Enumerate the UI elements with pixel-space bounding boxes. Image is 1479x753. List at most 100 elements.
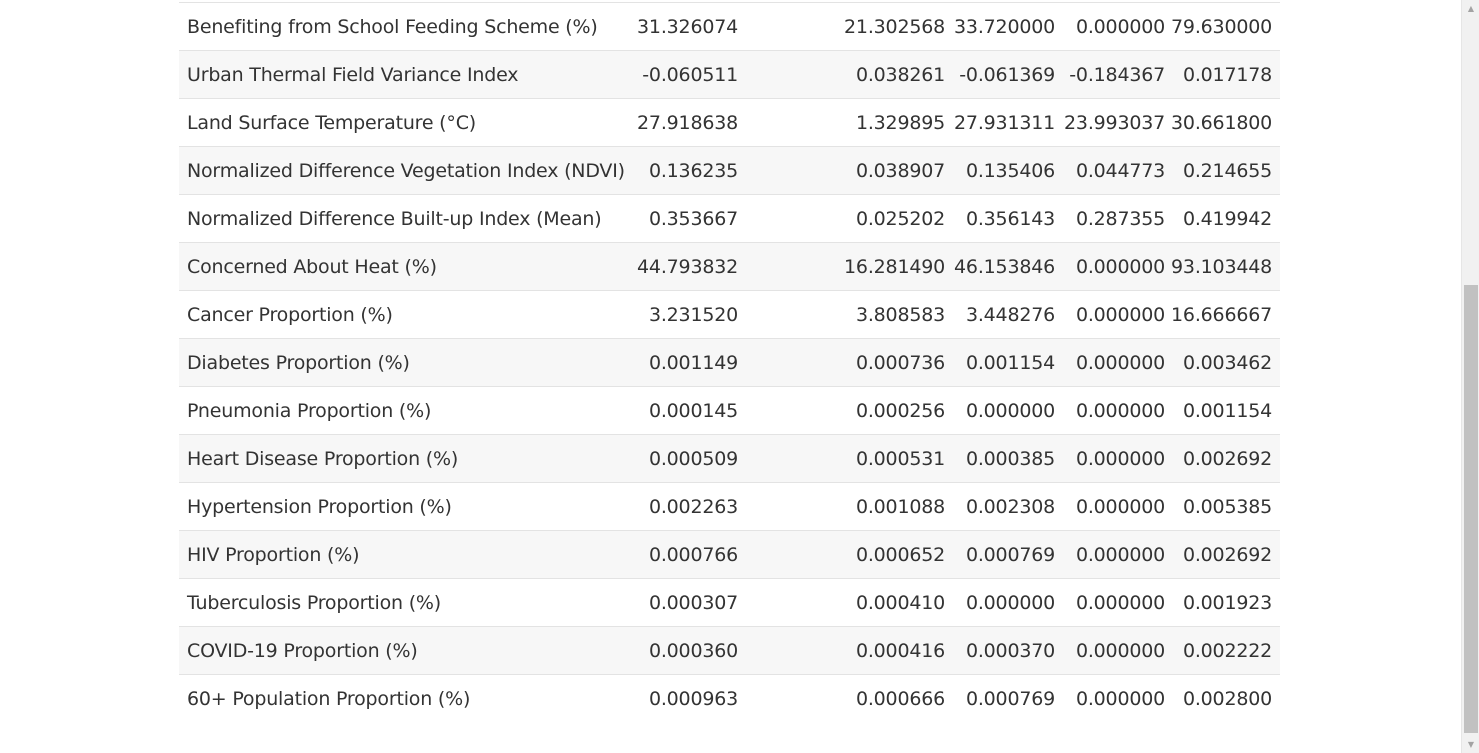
cell-spacer: [738, 243, 839, 291]
cell-max: 0.001923: [1182, 591, 1272, 614]
cell-median: 0.002308: [965, 495, 1055, 518]
table-row: Diabetes Proportion (%) 0.001149 0.000736 0…: [179, 338, 1280, 387]
cell-min: 0.000000: [1075, 495, 1165, 518]
cell-std: 1.329895: [855, 111, 945, 134]
row-label: Urban Thermal Field Variance Index: [187, 63, 519, 86]
cell-spacer: [738, 387, 839, 435]
table-row: Normalized Difference Vegetation Index (…: [179, 146, 1280, 195]
row-label: Heart Disease Proportion (%): [187, 447, 459, 470]
cell-max: 0.214655: [1182, 159, 1272, 182]
cell-mean: 0.000307: [648, 591, 738, 614]
table-row: Urban Thermal Field Variance Index -0.060…: [179, 50, 1280, 99]
vertical-scrollbar[interactable]: ▲ ▼: [1461, 0, 1479, 753]
cell-median: 0.000769: [965, 687, 1055, 710]
cell-min: 0.287355: [1075, 207, 1165, 230]
cell-std: 21.302568: [844, 15, 945, 38]
cell-spacer: [738, 627, 839, 675]
cell-min: 0.000000: [1075, 351, 1165, 374]
table-row: 60+ Population Proportion (%) 0.000963 0.0…: [179, 674, 1280, 723]
cell-min: 0.000000: [1075, 543, 1165, 566]
cell-max: 0.005385: [1182, 495, 1272, 518]
cell-median: 0.000000: [965, 399, 1055, 422]
cell-max: 0.002222: [1182, 639, 1272, 662]
table-row: Land Surface Temperature (°C) 27.918638 1.…: [179, 98, 1280, 147]
table-row: Concerned About Heat (%) 44.793832 16.2814…: [179, 242, 1280, 291]
cell-min: 0.000000: [1075, 399, 1165, 422]
cell-spacer: [738, 195, 839, 243]
cell-std: 0.025202: [855, 207, 945, 230]
table-body: Benefiting from School Feeding Scheme (%…: [179, 2, 1280, 723]
cell-mean: 3.231520: [648, 303, 738, 326]
row-label: Normalized Difference Vegetation Index (…: [187, 159, 625, 182]
cell-median: 0.356143: [965, 207, 1055, 230]
cell-max: 0.419942: [1182, 207, 1272, 230]
cell-mean: 0.000963: [648, 687, 738, 710]
cell-std: 0.000256: [855, 399, 945, 422]
scrollbar-thumb[interactable]: [1464, 285, 1478, 733]
cell-max: 30.661800: [1171, 111, 1272, 134]
scroll-down-arrow-icon[interactable]: ▼: [1467, 740, 1475, 749]
cell-std: 16.281490: [844, 255, 945, 278]
summary-statistics-table: Benefiting from School Feeding Scheme (%…: [179, 2, 1280, 723]
cell-spacer: [738, 435, 839, 483]
cell-spacer: [738, 675, 839, 723]
cell-min: 0.000000: [1075, 639, 1165, 662]
cell-min: 23.993037: [1064, 111, 1165, 134]
cell-std: 0.000410: [855, 591, 945, 614]
cell-max: 0.002800: [1182, 687, 1272, 710]
cell-std: 0.000666: [855, 687, 945, 710]
cell-min: 0.000000: [1075, 591, 1165, 614]
cell-min: 0.000000: [1075, 15, 1165, 38]
table-row: Hypertension Proportion (%) 0.002263 0.001…: [179, 482, 1280, 531]
row-label: Tuberculosis Proportion (%): [187, 591, 441, 614]
cell-spacer: [738, 579, 839, 627]
cell-min: 0.000000: [1075, 687, 1165, 710]
table-row: Pneumonia Proportion (%) 0.000145 0.000256…: [179, 386, 1280, 435]
cell-mean: 0.002263: [648, 495, 738, 518]
table-row: Heart Disease Proportion (%) 0.000509 0.00…: [179, 434, 1280, 483]
cell-std: 0.001088: [855, 495, 945, 518]
cell-spacer: [738, 291, 839, 339]
cell-mean: 27.918638: [637, 111, 738, 134]
table-row: HIV Proportion (%) 0.000766 0.000652 0.0007…: [179, 530, 1280, 579]
cell-max: 0.002692: [1182, 543, 1272, 566]
cell-median: 33.720000: [954, 15, 1055, 38]
cell-min: 0.000000: [1075, 303, 1165, 326]
stats-table: Benefiting from School Feeding Scheme (%…: [179, 2, 1280, 723]
cell-mean: 0.000360: [648, 639, 738, 662]
cell-min: 0.000000: [1075, 255, 1165, 278]
cell-mean: -0.060511: [642, 63, 738, 86]
cell-min: 0.044773: [1075, 159, 1165, 182]
cell-spacer: [738, 51, 839, 99]
cell-max: 0.001154: [1182, 399, 1272, 422]
cell-max: 0.017178: [1182, 63, 1272, 86]
cell-spacer: [738, 147, 839, 195]
row-label: Normalized Difference Built-up Index (Me…: [187, 207, 602, 230]
cell-mean: 0.353667: [648, 207, 738, 230]
cell-median: -0.061369: [959, 63, 1055, 86]
table-row: Tuberculosis Proportion (%) 0.000307 0.000…: [179, 578, 1280, 627]
row-label: 60+ Population Proportion (%): [187, 687, 471, 710]
cell-max: 79.630000: [1171, 15, 1272, 38]
cell-spacer: [738, 3, 839, 51]
table-row: Benefiting from School Feeding Scheme (%…: [179, 2, 1280, 51]
cell-std: 3.808583: [855, 303, 945, 326]
cell-mean: 44.793832: [637, 255, 738, 278]
cell-std: 0.000416: [855, 639, 945, 662]
cell-mean: 0.001149: [648, 351, 738, 374]
cell-mean: 0.000145: [648, 399, 738, 422]
cell-median: 0.001154: [965, 351, 1055, 374]
cell-median: 0.000000: [965, 591, 1055, 614]
cell-max: 0.003462: [1182, 351, 1272, 374]
cell-mean: 31.326074: [637, 15, 738, 38]
cell-spacer: [738, 483, 839, 531]
cell-mean: 0.000509: [648, 447, 738, 470]
cell-median: 0.000385: [965, 447, 1055, 470]
cell-min: 0.000000: [1075, 447, 1165, 470]
row-label: Hypertension Proportion (%): [187, 495, 452, 518]
row-label: Benefiting from School Feeding Scheme (%…: [187, 15, 598, 38]
cell-median: 0.000769: [965, 543, 1055, 566]
cell-spacer: [738, 531, 839, 579]
scroll-up-arrow-icon[interactable]: ▲: [1467, 4, 1475, 13]
